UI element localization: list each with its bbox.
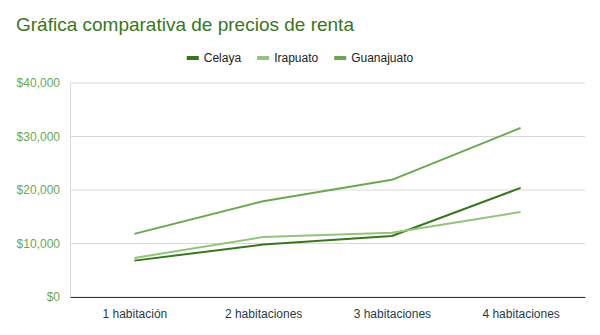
x-tick: 2 habitaciones xyxy=(225,297,302,321)
y-axis-line xyxy=(70,84,71,298)
grid-line xyxy=(70,243,585,244)
x-tick: 1 habitación xyxy=(103,297,168,321)
x-tick-label: 4 habitaciones xyxy=(482,307,559,321)
series-line xyxy=(134,188,520,261)
y-tick-label: $40,000 xyxy=(17,76,61,90)
legend-label: Guanajuato xyxy=(351,51,413,65)
grid-line xyxy=(70,297,585,298)
legend-swatch xyxy=(187,56,199,60)
x-tick-label: 1 habitación xyxy=(103,307,168,321)
legend-entry: Guanajuato xyxy=(334,51,413,65)
y-tick: $30,000 xyxy=(17,130,70,144)
grid-line xyxy=(70,83,585,84)
legend: Celaya Irapuato Guanajuato xyxy=(187,51,414,65)
y-tick: $40,000 xyxy=(17,76,70,90)
y-tick-label: $20,000 xyxy=(17,183,61,197)
y-tick-label: $30,000 xyxy=(17,130,61,144)
legend-label: Celaya xyxy=(204,51,242,65)
y-tick-label: $10,000 xyxy=(17,237,61,251)
y-tick: $20,000 xyxy=(17,183,70,197)
legend-entry: Celaya xyxy=(187,51,242,65)
series-line xyxy=(134,128,520,234)
x-tick-label: 3 habitaciones xyxy=(354,307,431,321)
y-tick: $0 xyxy=(47,290,70,304)
y-tick-label: $0 xyxy=(47,290,61,304)
chart: Gráfica comparativa de precios de renta $… xyxy=(0,0,600,335)
x-axis: 1 habitación 2 habitaciones 3 habitaciones… xyxy=(71,297,586,321)
legend-label: Irapuato xyxy=(274,51,318,65)
y-axis: $0 $10,000 $20,000 $30,000 $40,000 xyxy=(17,76,71,304)
x-tick: 3 habitaciones xyxy=(354,297,431,321)
x-tick-label: 2 habitaciones xyxy=(225,307,302,321)
x-axis-line xyxy=(71,297,586,298)
legend-swatch xyxy=(334,56,346,60)
x-tick: 4 habitaciones xyxy=(482,297,559,321)
legend-swatch xyxy=(257,56,269,60)
chart-title: Gráfica comparativa de precios de renta xyxy=(16,14,354,35)
grid xyxy=(70,83,585,297)
legend-entry: Irapuato xyxy=(257,51,318,65)
y-tick: $10,000 xyxy=(17,237,70,251)
grid-line xyxy=(70,136,585,137)
plot-area xyxy=(134,128,520,261)
